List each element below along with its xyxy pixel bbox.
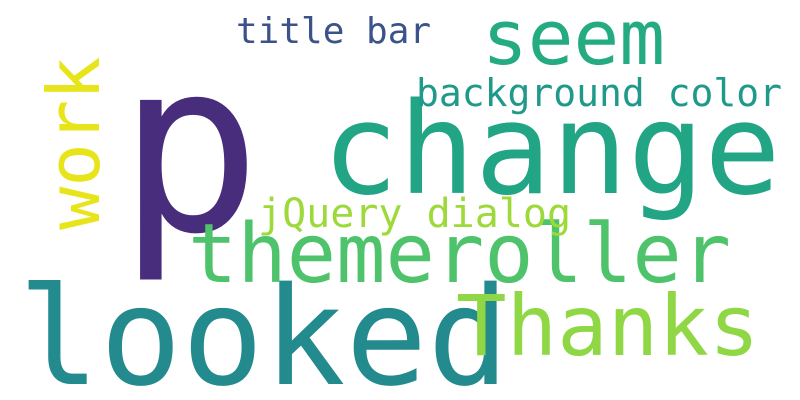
word-background-color: background color [416,71,783,115]
word-thanks: Thanks [456,277,760,375]
word-jquery-dialog: jQuery dialog [258,191,572,237]
word-themeroller: themeroller [188,207,732,302]
word-work: work [32,56,116,230]
word-seem: seem [482,0,666,82]
word-p: p [118,10,262,287]
word-looked: looked [18,259,510,400]
word-title-bar: title bar [236,11,432,52]
word-change: change [322,75,781,223]
